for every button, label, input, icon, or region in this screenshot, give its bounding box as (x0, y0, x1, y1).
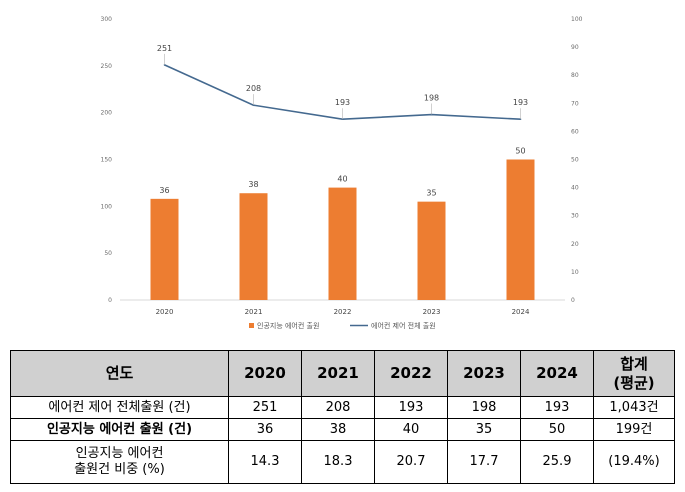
header-year-2022: 2022 (374, 350, 448, 397)
table-row: 에어컨 제어 전체출원 (건) 251 208 193 198 193 1,04… (10, 396, 675, 419)
x-axis-category-label: 2024 (512, 308, 530, 316)
table-cell: 20.7 (374, 440, 448, 484)
table-cell-total: 1,043건 (593, 396, 675, 419)
right-axis-ticks: 0 10 20 30 40 50 60 70 80 90 100 (571, 16, 583, 304)
row-label-ai-share-line1: 인공지능 에어컨 (75, 446, 164, 461)
table-cell-total: 199건 (593, 418, 675, 441)
bar (328, 187, 357, 300)
row-label-ai-filings: 인공지능 에어컨 출원 (건) (10, 418, 229, 441)
table-cell: 38 (301, 418, 375, 441)
line-data-label: 198 (424, 94, 439, 103)
x-axis-category-label: 2022 (334, 308, 352, 316)
line-data-label: 193 (513, 98, 528, 107)
bar-data-label: 40 (337, 175, 347, 184)
table-cell: 251 (228, 396, 302, 419)
bar-data-label: 36 (159, 186, 169, 195)
bar-data-label: 38 (248, 180, 258, 189)
table-row: 인공지능 에어컨 출원건 비중 (%) 14.3 18.3 20.7 17.7 … (10, 440, 675, 484)
table-cell-total: (19.4%) (593, 440, 675, 484)
line-data-labels: 251 208 193 198 193 (157, 44, 528, 120)
combo-chart: 0 50 100 150 200 250 300 0 10 20 30 40 50 60 70 80 90 10… (101, 16, 583, 330)
header-year-2024: 2024 (520, 350, 594, 397)
right-axis-tick-label: 10 (571, 269, 579, 276)
left-axis-tick-label: 150 (101, 157, 113, 164)
right-axis-tick-label: 100 (571, 16, 583, 23)
right-axis-tick-label: 40 (571, 185, 579, 192)
bar (150, 198, 179, 300)
header-year-2020: 2020 (228, 350, 302, 397)
right-axis-tick-label: 30 (571, 213, 579, 220)
header-year-label: 연도 (10, 350, 229, 397)
row-label-ai-share: 인공지능 에어컨 출원건 비중 (%) (10, 440, 229, 484)
table-header-row: 연도 2020 2021 2022 2023 2024 합계 (평균) (10, 350, 675, 397)
line-data-label: 251 (157, 44, 172, 53)
table-cell: 36 (228, 418, 302, 441)
bar-data-label: 35 (426, 189, 436, 198)
table-cell: 35 (447, 418, 521, 441)
x-axis-category-label: 2020 (156, 308, 174, 316)
left-axis-tick-label: 0 (108, 297, 112, 304)
header-total-line1: 합계 (620, 354, 648, 373)
header-total: 합계 (평균) (593, 350, 675, 397)
row-label-ai-share-line2: 출원건 비중 (%) (74, 462, 165, 477)
table-cell: 14.3 (228, 440, 302, 484)
bar (417, 201, 446, 300)
table-cell: 40 (374, 418, 448, 441)
right-axis-tick-label: 60 (571, 128, 579, 135)
bar (506, 159, 535, 300)
table-cell: 18.3 (301, 440, 375, 484)
left-axis-tick-label: 100 (101, 203, 113, 210)
x-axis-category-label: 2021 (245, 308, 263, 316)
legend-bar-label: 인공지능 에어컨 출원 (257, 321, 319, 330)
left-axis-tick-label: 50 (104, 250, 112, 257)
bar (239, 193, 268, 300)
right-axis-tick-label: 20 (571, 241, 579, 248)
header-year-2023: 2023 (447, 350, 521, 397)
table-cell: 50 (520, 418, 594, 441)
left-axis-tick-label: 250 (101, 63, 113, 70)
table-cell: 198 (447, 396, 521, 419)
left-axis-ticks: 0 50 100 150 200 250 300 (101, 16, 113, 304)
line-data-label: 208 (246, 84, 261, 93)
left-axis-tick-label: 300 (101, 16, 113, 23)
header-total-line2: (평균) (613, 373, 655, 392)
legend-bar-swatch (249, 323, 254, 328)
table-cell: 208 (301, 396, 375, 419)
table-cell: 193 (520, 396, 594, 419)
bar-data-labels: 36 38 40 35 50 (159, 147, 525, 198)
table-cell: 193 (374, 396, 448, 419)
legend-line-label: 에어컨 제어 전체 출원 (371, 321, 436, 330)
right-axis-tick-label: 70 (571, 100, 579, 107)
left-axis-tick-label: 200 (101, 110, 113, 117)
right-axis-tick-label: 0 (571, 297, 575, 304)
bar-series (150, 159, 535, 300)
header-year-2021: 2021 (301, 350, 375, 397)
line-data-label: 193 (335, 98, 350, 107)
right-axis-tick-label: 50 (571, 157, 579, 164)
table-cell: 25.9 (520, 440, 594, 484)
chart-legend: 인공지능 에어컨 출원 에어컨 제어 전체 출원 (249, 321, 436, 330)
data-table: 연도 2020 2021 2022 2023 2024 합계 (평균) 에어컨 … (10, 350, 675, 484)
table-row: 인공지능 에어컨 출원 (건) 36 38 40 35 50 199건 (10, 418, 675, 441)
x-axis-categories: 2020 2021 2022 2023 2024 (156, 308, 530, 316)
table-cell: 17.7 (447, 440, 521, 484)
right-axis-tick-label: 90 (571, 44, 579, 51)
x-axis-category-label: 2023 (423, 308, 441, 316)
bar-data-label: 50 (515, 147, 525, 156)
right-axis-tick-label: 80 (571, 72, 579, 79)
row-label-total-filings: 에어컨 제어 전체출원 (건) (10, 396, 229, 419)
